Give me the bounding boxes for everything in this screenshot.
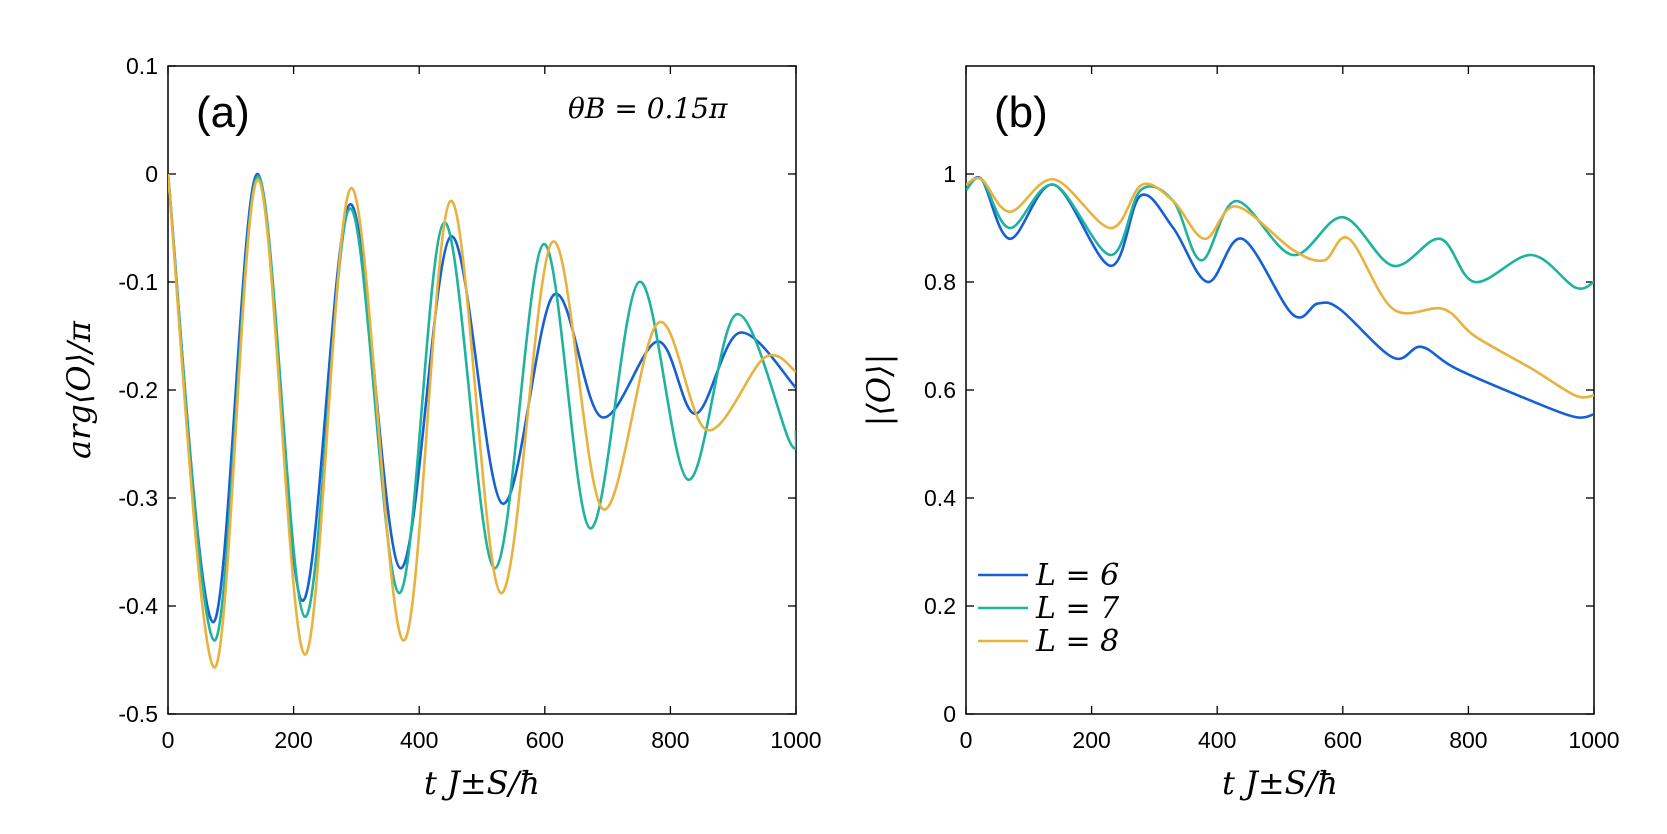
panel-a-xtick-label: 1000 [770,727,821,753]
panel-b-series-L8 [966,176,1594,399]
panel-b-xtick-label: 1000 [1568,727,1619,753]
panel-b-series-L7 [966,176,1594,290]
panel-a-series-L6 [168,172,796,624]
panel-a: 0 200 400 600 800 1000 -0.5 -0.4 -0.3 -0.2 -0.1 0 0.… [60,53,822,802]
panel-a-ytick-label: -0.3 [118,485,158,511]
panel-b-xtick-label: 600 [1324,727,1362,753]
panel-a-xtick-label: 800 [651,727,689,753]
panel-b-series-L6 [966,176,1594,419]
panel-b-ylabel: |⟨O⟩| [860,354,898,427]
panel-a-ytick-label: -0.4 [118,593,158,619]
panel-b-label: (b) [994,88,1048,137]
panel-a-ytick-label: 0 [145,161,158,187]
panel-a-ytick-label: 0.1 [126,53,158,79]
panel-a-xlabel: t J±S/ħ [424,764,540,802]
panel-b-xtick-label: 200 [1072,727,1110,753]
panel-b-ytick-label: 0.8 [924,269,956,295]
panel-b-xtick-label: 800 [1449,727,1487,753]
panel-a-xtick-label: 0 [162,727,175,753]
panel-a-xtick-label: 400 [400,727,438,753]
panel-a-ytick-label: -0.1 [118,269,158,295]
theta-annotation: θB = 0.15π [568,92,728,125]
panel-b: 0 200 400 600 800 1000 0 0.2 0.4 0.6 0.8 1 (b) t J±… [860,65,1620,802]
panel-a-ytick-label: -0.2 [118,377,158,403]
panel-b-xtick-label: 0 [960,727,973,753]
legend: L = 6L = 7L = 8 [978,558,1120,659]
panel-a-xtick-label: 600 [526,727,564,753]
panel-b-ytick-label: 0.4 [924,485,956,511]
legend-entry-L7: L = 7 [1035,591,1120,626]
panel-b-ytick-label: 0 [943,701,956,727]
panel-b-ytick-label: 0.6 [924,377,956,403]
panel-b-ytick-label: 0.2 [924,593,956,619]
panel-b-xtick-label: 400 [1198,727,1236,753]
panel-a-ylabel: arg⟨O⟩/π [60,320,98,459]
panel-b-xlabel: t J±S/ħ [1222,764,1338,802]
panel-a-label: (a) [196,88,250,137]
panel-a-xtick-label: 200 [274,727,312,753]
panel-a-frame [167,65,797,715]
legend-entry-L6: L = 6 [1035,558,1119,593]
panel-b-ytick-label: 1 [943,161,956,187]
legend-entry-L8: L = 8 [1035,624,1119,659]
panel-a-ytick-label: -0.5 [118,701,158,727]
panel-a-series-L8 [168,173,796,669]
